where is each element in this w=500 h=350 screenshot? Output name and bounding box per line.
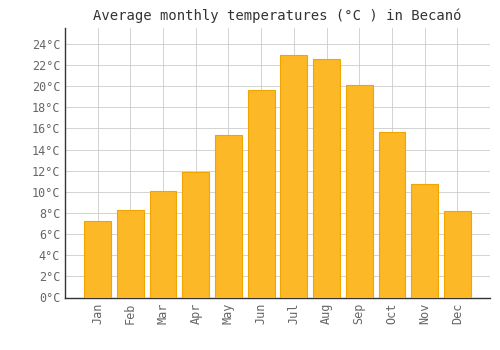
Bar: [117, 210, 144, 298]
Bar: [182, 172, 209, 298]
Bar: [444, 211, 470, 298]
Bar: [248, 90, 274, 298]
Bar: [411, 184, 438, 298]
Title: Average monthly temperatures (°C ) in Becanó: Average monthly temperatures (°C ) in Be…: [93, 8, 462, 23]
Bar: [313, 59, 340, 298]
Bar: [346, 85, 372, 298]
Bar: [150, 191, 176, 298]
Bar: [378, 132, 406, 298]
Bar: [280, 56, 307, 298]
Bar: [215, 135, 242, 298]
Bar: [84, 222, 111, 298]
